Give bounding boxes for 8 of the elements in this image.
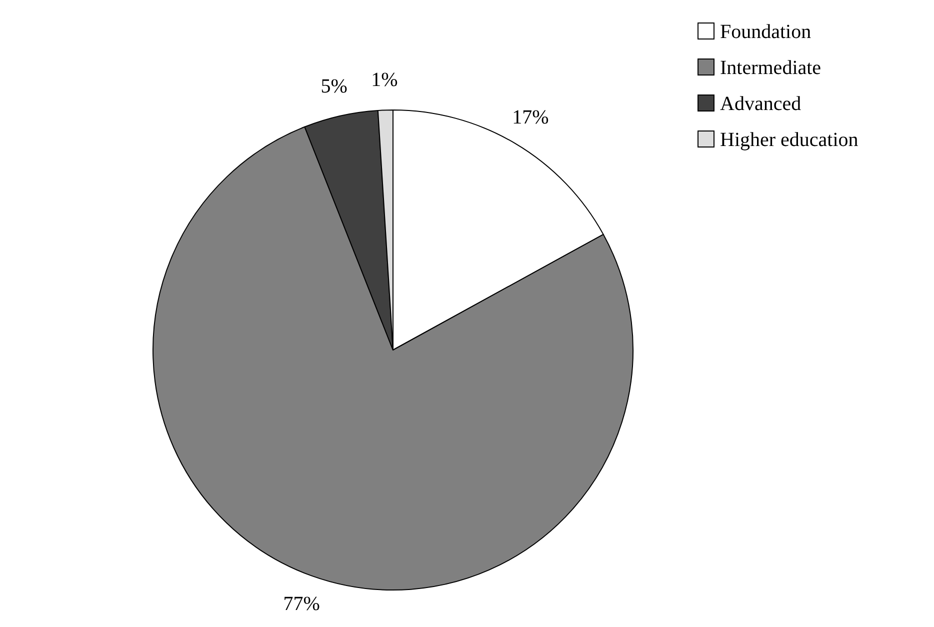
- data-label: 77%: [283, 593, 320, 616]
- legend-label: Advanced: [720, 93, 802, 115]
- data-label: 1%: [371, 69, 398, 92]
- data-label: 17%: [512, 106, 549, 129]
- data-label: 5%: [320, 76, 348, 98]
- legend-label: Higher education: [720, 129, 858, 151]
- legend-label: Foundation: [720, 21, 812, 43]
- legend-label: Intermediate: [720, 57, 822, 79]
